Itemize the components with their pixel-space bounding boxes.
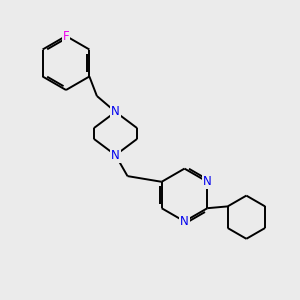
Text: N: N — [180, 215, 189, 228]
Text: N: N — [203, 175, 212, 188]
Text: N: N — [111, 105, 120, 119]
Text: N: N — [111, 148, 120, 162]
Text: F: F — [63, 29, 69, 43]
